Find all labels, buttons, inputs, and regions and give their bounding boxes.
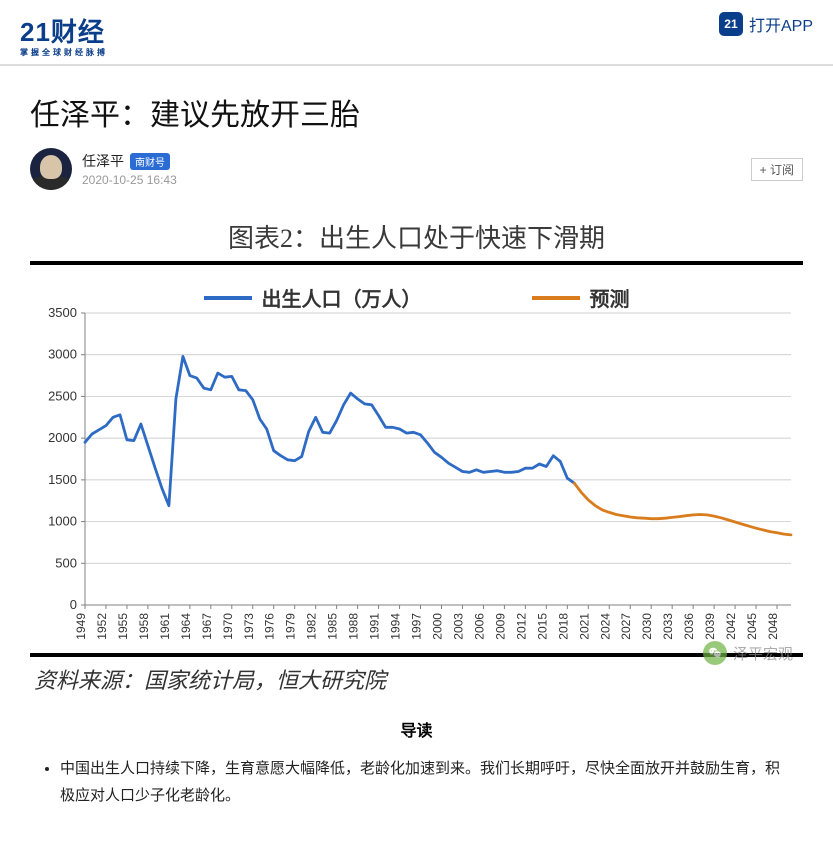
svg-text:1952: 1952 xyxy=(95,613,109,640)
author-text: 任泽平 南财号 2020-10-25 16:43 xyxy=(82,151,177,187)
svg-text:2021: 2021 xyxy=(577,613,591,640)
svg-text:2003: 2003 xyxy=(451,613,465,640)
watermark: 泽平宏观 xyxy=(703,641,793,665)
svg-text:1500: 1500 xyxy=(48,472,77,487)
svg-text:2033: 2033 xyxy=(661,613,675,640)
bullet-1: 中国出生人口持续下降，生育意愿大幅降低，老龄化加速到来。我们长期呼吁，尽快全面放… xyxy=(60,755,793,809)
svg-text:2500: 2500 xyxy=(48,388,77,403)
svg-text:1964: 1964 xyxy=(179,613,193,640)
subscribe-button[interactable]: + 订阅 xyxy=(751,158,803,181)
svg-text:2036: 2036 xyxy=(682,613,696,640)
svg-text:1000: 1000 xyxy=(48,514,77,529)
svg-text:1988: 1988 xyxy=(347,613,361,640)
open-app-button[interactable]: 21 打开APP xyxy=(719,12,813,36)
author-badge: 南财号 xyxy=(130,153,170,170)
wechat-icon xyxy=(703,641,727,665)
author-name[interactable]: 任泽平 xyxy=(82,151,124,171)
chart-source: 资料来源：国家统计局，恒大研究院 xyxy=(30,657,803,695)
svg-text:2009: 2009 xyxy=(493,613,507,640)
svg-text:3000: 3000 xyxy=(48,347,77,362)
svg-text:1979: 1979 xyxy=(284,613,298,640)
svg-text:1976: 1976 xyxy=(263,613,277,640)
svg-text:2042: 2042 xyxy=(724,613,738,640)
svg-text:1961: 1961 xyxy=(158,613,172,640)
top-bar: 21财经 掌握全球财经脉搏 21 打开APP xyxy=(0,0,833,66)
svg-text:2018: 2018 xyxy=(556,613,570,640)
lead-heading: 导读 xyxy=(0,717,833,741)
svg-text:3500: 3500 xyxy=(48,305,77,320)
author-block: 任泽平 南财号 2020-10-25 16:43 xyxy=(30,148,177,190)
svg-text:2027: 2027 xyxy=(619,613,633,640)
svg-text:1973: 1973 xyxy=(242,613,256,640)
svg-text:1970: 1970 xyxy=(221,613,235,640)
app-icon: 21 xyxy=(719,12,743,36)
publish-date: 2020-10-25 16:43 xyxy=(82,173,177,187)
author-avatar[interactable] xyxy=(30,148,72,190)
svg-text:1967: 1967 xyxy=(200,613,214,640)
article-header: 任泽平：建议先放开三胎 任泽平 南财号 2020-10-25 16:43 + 订… xyxy=(0,66,833,204)
svg-text:2039: 2039 xyxy=(703,613,717,640)
site-logo[interactable]: 21财经 掌握全球财经脉搏 xyxy=(20,12,108,58)
svg-text:2048: 2048 xyxy=(766,613,780,640)
body-text: 中国出生人口持续下降，生育意愿大幅降低，老龄化加速到来。我们长期呼吁，尽快全面放… xyxy=(0,741,833,809)
svg-text:2006: 2006 xyxy=(472,613,486,640)
svg-text:1982: 1982 xyxy=(305,613,319,640)
svg-text:1991: 1991 xyxy=(368,613,382,640)
svg-text:2024: 2024 xyxy=(598,613,612,640)
svg-text:2000: 2000 xyxy=(48,430,77,445)
svg-text:2012: 2012 xyxy=(514,613,528,640)
logo-main-text: 21财经 xyxy=(20,12,108,49)
article-title: 任泽平：建议先放开三胎 xyxy=(30,90,803,134)
svg-text:1985: 1985 xyxy=(326,613,340,640)
logo-sub-text: 掌握全球财经脉搏 xyxy=(20,47,108,58)
meta-row: 任泽平 南财号 2020-10-25 16:43 + 订阅 xyxy=(30,148,803,190)
svg-text:500: 500 xyxy=(55,555,77,570)
line-chart-svg: 0 500 1000 1500 2000 2500 3000 3500 1949 1952 1955… xyxy=(30,273,803,653)
svg-text:2000: 2000 xyxy=(430,613,444,640)
svg-text:2045: 2045 xyxy=(745,613,759,640)
svg-text:1997: 1997 xyxy=(410,613,424,640)
svg-text:1949: 1949 xyxy=(74,613,88,640)
svg-text:2015: 2015 xyxy=(535,613,549,640)
svg-text:0: 0 xyxy=(70,597,77,612)
svg-text:1994: 1994 xyxy=(389,613,403,640)
chart-container: 图表2：出生人口处于快速下滑期 出生人口（万人） 预测 050010001500… xyxy=(30,214,803,695)
svg-text:1955: 1955 xyxy=(116,613,130,640)
chart-title: 图表2：出生人口处于快速下滑期 xyxy=(30,214,803,261)
open-app-label: 打开APP xyxy=(749,12,813,36)
svg-text:2030: 2030 xyxy=(640,613,654,640)
watermark-text: 泽平宏观 xyxy=(733,643,793,664)
chart-top-rule xyxy=(30,261,803,265)
plot-area: 出生人口（万人） 预测 0500100015002000250030003500… xyxy=(30,273,803,653)
svg-text:1958: 1958 xyxy=(137,613,151,640)
